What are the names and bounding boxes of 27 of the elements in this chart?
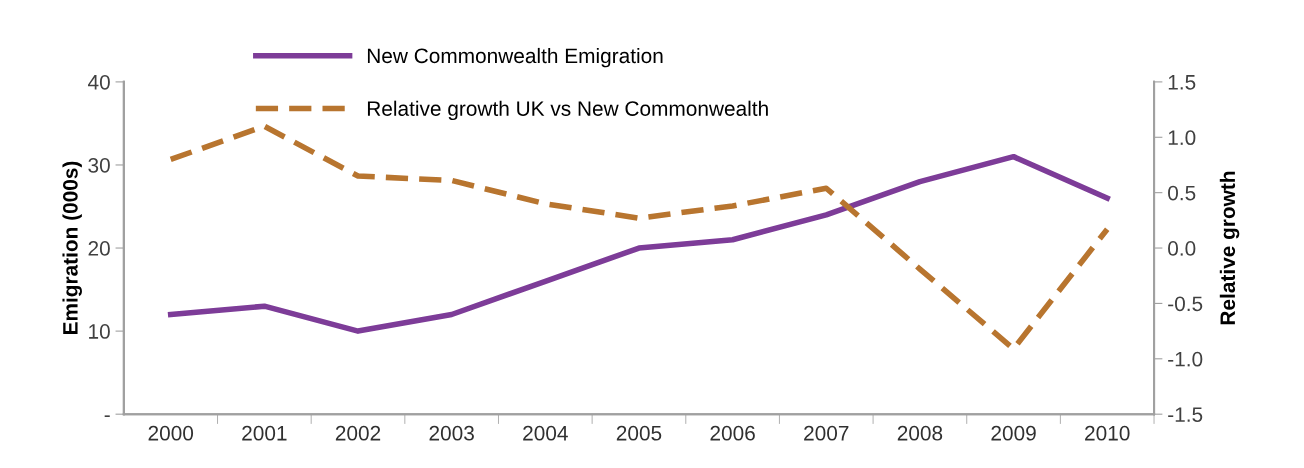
legend-label: New Commonwealth Emigration [367, 47, 663, 68]
y-tick-label: 40 [87, 74, 110, 90]
x-tick-label: 2010 [1085, 425, 1130, 441]
y2-tick-label: -0.5 [1168, 296, 1203, 312]
y2-tick-label: -1.0 [1168, 351, 1203, 367]
x-tick-label: 2008 [897, 425, 943, 441]
y2-tick-label: 0.0 [1168, 241, 1196, 256]
x-tick-label: 2002 [335, 425, 381, 441]
y-tick-label: 10 [89, 324, 110, 339]
y2-tick-label: -1.5 [1168, 407, 1203, 422]
y2-axis-title: Relative growth [1219, 171, 1240, 325]
y-tick-label: - [104, 415, 110, 418]
x-tick-label: 2000 [148, 425, 194, 441]
y-tick-label: 30 [88, 157, 110, 173]
y2-tick-label: 1.0 [1168, 130, 1196, 146]
y-axis-title: Emigration (000s) [62, 161, 82, 335]
y-tick-label: 20 [88, 241, 110, 256]
x-tick-label: 2003 [429, 425, 474, 441]
x-tick-label: 2001 [242, 425, 287, 441]
legend-label: Relative growth UK vs New Commonwealth [367, 100, 768, 121]
y2-tick-label: 0.5 [1168, 185, 1196, 201]
x-tick-label: 2006 [710, 425, 755, 441]
x-tick-label: 2005 [616, 425, 662, 441]
x-tick-label: 2004 [523, 425, 568, 441]
y2-tick-label: 1.5 [1168, 75, 1196, 90]
x-tick-label: 2007 [804, 425, 849, 441]
x-tick-label: 2009 [991, 425, 1036, 441]
